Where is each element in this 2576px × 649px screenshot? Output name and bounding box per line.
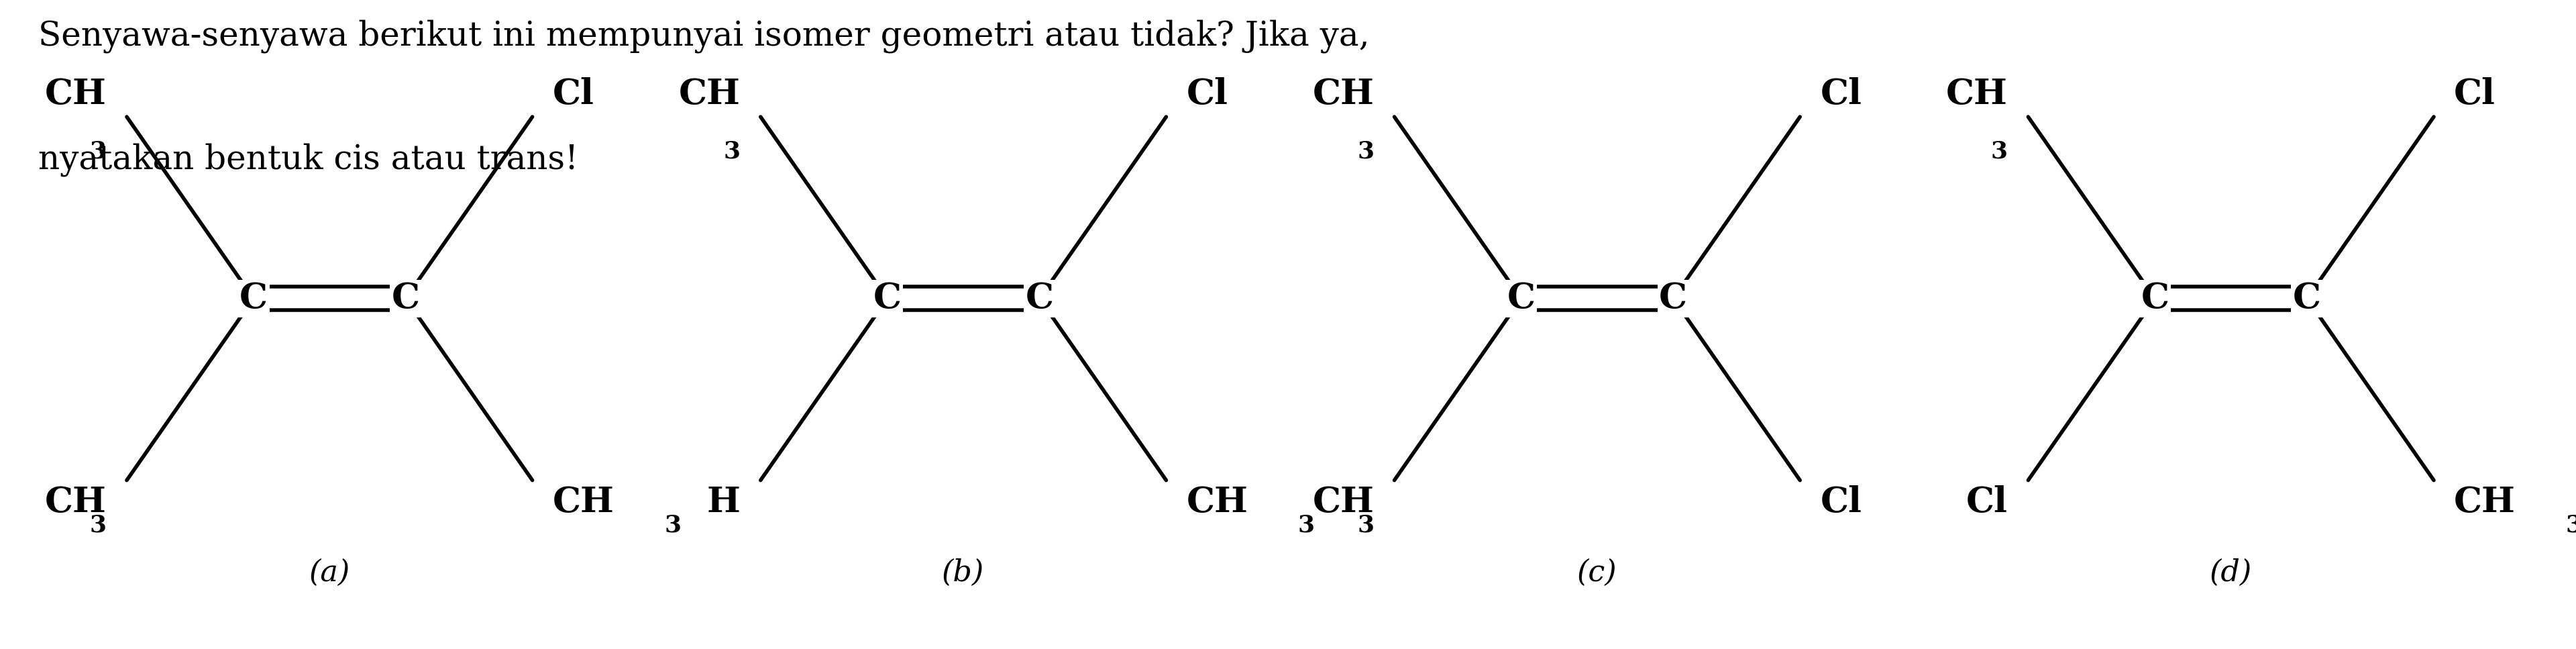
Text: (c): (c) (1577, 558, 1618, 587)
Text: (d): (d) (2210, 558, 2251, 587)
Text: CH: CH (554, 485, 613, 520)
Text: 3: 3 (90, 140, 106, 163)
Text: CH: CH (677, 77, 739, 112)
Text: (a): (a) (309, 558, 350, 587)
Text: C: C (2293, 282, 2321, 315)
Text: C: C (1025, 282, 1054, 315)
Text: Cl: Cl (1188, 77, 1229, 112)
Text: C: C (240, 282, 268, 315)
Text: Cl: Cl (1821, 77, 1862, 112)
Text: CH: CH (1311, 77, 1373, 112)
Text: H: H (706, 485, 739, 520)
Text: 3: 3 (1358, 514, 1373, 537)
Text: Cl: Cl (2455, 77, 2496, 112)
Text: C: C (2141, 282, 2169, 315)
Text: C: C (1507, 282, 1535, 315)
Text: 3: 3 (90, 514, 106, 537)
Text: Cl: Cl (1821, 485, 1862, 520)
Text: CH: CH (1311, 485, 1373, 520)
Text: (b): (b) (943, 558, 984, 587)
Text: 3: 3 (724, 140, 739, 163)
Text: C: C (392, 282, 420, 315)
Text: 3: 3 (2566, 514, 2576, 537)
Text: Senyawa-senyawa berikut ini mempunyai isomer geometri atau tidak? Jika ya,: Senyawa-senyawa berikut ini mempunyai is… (39, 19, 1370, 53)
Text: C: C (1659, 282, 1687, 315)
Text: CH: CH (2455, 485, 2517, 520)
Text: CH: CH (1947, 77, 2007, 112)
Text: C: C (873, 282, 902, 315)
Text: CH: CH (44, 77, 106, 112)
Text: nyatakan bentuk cis atau trans!: nyatakan bentuk cis atau trans! (39, 143, 577, 177)
Text: 3: 3 (1358, 140, 1373, 163)
Text: 3: 3 (1991, 140, 2007, 163)
Text: 3: 3 (665, 514, 680, 537)
Text: Cl: Cl (554, 77, 595, 112)
Text: Cl: Cl (1965, 485, 2007, 520)
Text: CH: CH (1188, 485, 1249, 520)
Text: CH: CH (44, 485, 106, 520)
Text: 3: 3 (1298, 514, 1314, 537)
